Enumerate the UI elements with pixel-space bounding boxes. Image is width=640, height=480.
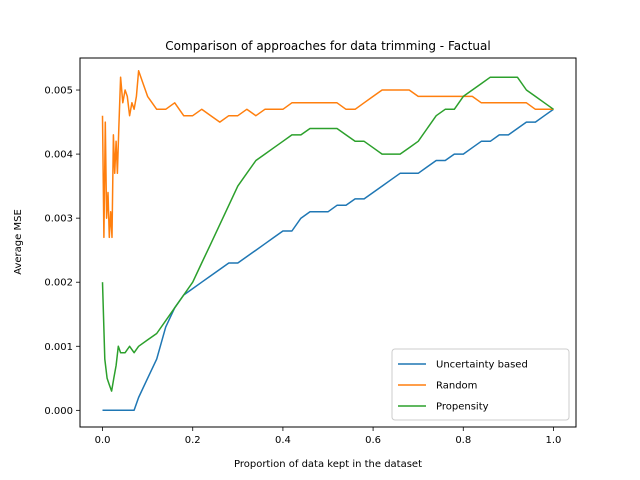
x-tick-label: 0.2: [185, 435, 201, 446]
x-axis-label: Proportion of data kept in the dataset: [234, 459, 422, 470]
legend-entries: Uncertainty based Random Propensity: [398, 360, 528, 413]
legend: Uncertainty based Random Propensity: [391, 348, 570, 421]
x-tick-label: 0.8: [455, 435, 471, 446]
x-tick-label: 0.0: [95, 435, 111, 446]
series-line-uncertainty-based: [102, 108, 554, 412]
y-tick-label: 0.005: [44, 86, 73, 97]
y-axis: 0.000 0.001 0.002 0.003 0.004 0.005: [44, 86, 80, 417]
series-line-propensity: [101, 76, 554, 392]
series-layer: [101, 70, 554, 412]
y-axis-label: Average MSE: [13, 209, 24, 275]
legend-label-random: Random: [436, 381, 477, 392]
y-tick-label: 0.001: [44, 342, 73, 353]
x-tick-label: 0.6: [365, 435, 381, 446]
legend-label-uncertainty-based: Uncertainty based: [436, 360, 528, 371]
x-tick-label: 1.0: [546, 435, 562, 446]
axes-frame: [79, 57, 577, 428]
legend-label-propensity: Propensity: [436, 402, 489, 413]
legend-box: [391, 348, 570, 421]
y-tick-label: 0.000: [44, 406, 73, 417]
x-tick-label: 0.4: [275, 435, 291, 446]
y-tick-label: 0.003: [44, 214, 73, 225]
y-tick-label: 0.004: [44, 150, 73, 161]
chart-title: Comparison of approaches for data trimmi…: [165, 39, 490, 53]
x-axis: 0.0 0.2 0.4 0.6 0.8 1.0: [95, 427, 562, 446]
series-line-random: [101, 70, 554, 239]
y-tick-label: 0.002: [44, 278, 73, 289]
